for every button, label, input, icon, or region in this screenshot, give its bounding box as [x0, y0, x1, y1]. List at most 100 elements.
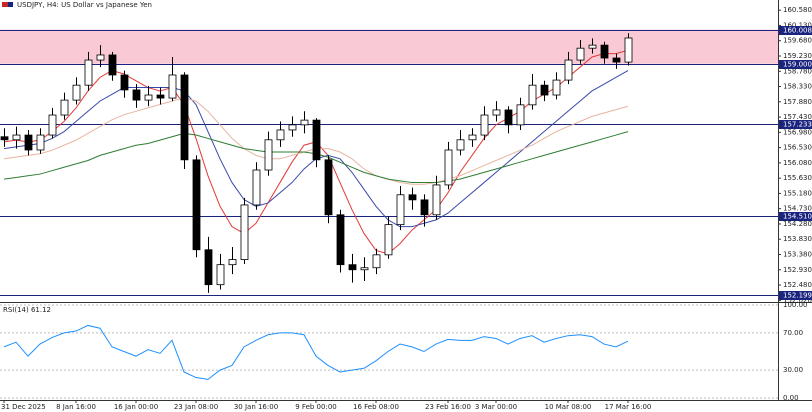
- candle-body: [12, 134, 21, 141]
- candle-body: [348, 264, 357, 271]
- y-tick-label: 160.130: [783, 21, 812, 29]
- rsi-title: RSI(14) 61.12: [3, 306, 51, 314]
- candle-body: [288, 124, 297, 131]
- y-tick-label: 154.280: [783, 220, 812, 228]
- candle-body: [360, 267, 369, 271]
- candle-body: [108, 54, 117, 76]
- candle-body: [72, 84, 81, 101]
- candle-body: [216, 264, 225, 286]
- candle-body: [492, 109, 501, 116]
- y-tick-label: 152.480: [783, 281, 812, 289]
- candle-body: [468, 134, 477, 141]
- y-tick-label: 158.330: [783, 83, 812, 91]
- y-tick-label: 30.00: [783, 366, 803, 374]
- y-tick-label: 155.630: [783, 174, 812, 182]
- candle-body: [336, 214, 345, 266]
- y-tick-label: 0.00: [783, 394, 799, 402]
- zone-layer: [0, 29, 778, 296]
- x-tick-label: 10 Mar 08:00: [545, 403, 592, 411]
- y-tick-label: 70.00: [783, 329, 803, 337]
- candle-body: [480, 114, 489, 136]
- y-tick-label: 156.980: [783, 128, 812, 136]
- candle-body: [192, 159, 201, 251]
- x-tick-label: 23 Jan 08:00: [174, 403, 218, 411]
- symbol-icon: [2, 2, 8, 7]
- level-label: 159.000: [783, 61, 812, 69]
- candle-body: [588, 44, 597, 49]
- x-tick-label: 17 Mar 16:00: [605, 403, 652, 411]
- y-tick-label: 152.020: [783, 297, 812, 305]
- candle-body: [312, 119, 321, 161]
- candle-body: [132, 89, 141, 101]
- x-tick-label: 31 Dec 2025: [1, 403, 46, 411]
- candle-body: [204, 249, 213, 286]
- level-box: [779, 120, 812, 129]
- level-box: [779, 291, 812, 300]
- candle-body: [324, 159, 333, 216]
- level-label: 152.199: [783, 292, 812, 300]
- y-tick-label: 153.380: [783, 250, 812, 258]
- level-box: [779, 26, 812, 35]
- candle-body: [60, 99, 69, 116]
- price-layer: [0, 33, 633, 293]
- level-label: 160.008: [783, 27, 812, 35]
- candle-body: [384, 224, 393, 256]
- x-tick-label: 16 Jan 00:00: [114, 403, 158, 411]
- candle-body: [252, 169, 261, 206]
- candle-body: [156, 94, 165, 99]
- y-tick-label: 155.180: [783, 189, 812, 197]
- x-tick-label: 8 Jan 16:00: [56, 403, 96, 411]
- y-tick-label: 159.230: [783, 52, 812, 60]
- rsi-layer: [0, 304, 778, 399]
- candle-body: [516, 104, 525, 126]
- candle-body: [456, 139, 465, 151]
- level-label: 154.510: [783, 213, 812, 221]
- candle-body: [240, 204, 249, 260]
- candle-body: [96, 54, 105, 61]
- candle-body: [540, 84, 549, 96]
- y-tick-label: 156.530: [783, 144, 812, 152]
- x-tick-label: 9 Feb 00:00: [295, 403, 336, 411]
- candle-body: [564, 59, 573, 81]
- candle-body: [444, 149, 453, 186]
- candle-body: [0, 136, 9, 141]
- rsi-line: [3, 324, 629, 380]
- candle-body: [180, 74, 189, 161]
- y-tick-label: 154.730: [783, 205, 812, 213]
- level-box: [779, 212, 812, 221]
- candle-body: [600, 44, 609, 59]
- candle-body: [84, 59, 93, 86]
- candle-body: [552, 79, 561, 96]
- y-tick-label: 159.680: [783, 37, 812, 45]
- candle-body: [264, 139, 273, 171]
- y-tick-label: 156.080: [783, 159, 812, 167]
- y-tick-label: 157.430: [783, 113, 812, 121]
- candle-body: [504, 109, 513, 126]
- symbol-icon: [8, 2, 13, 7]
- y-tick-label: 158.780: [783, 67, 812, 75]
- candle-body: [228, 259, 237, 266]
- candle-body: [24, 134, 33, 151]
- x-tick-label: 3 Mar 00:00: [475, 403, 517, 411]
- candle-body: [276, 129, 285, 141]
- candle-body: [576, 47, 585, 61]
- zone: [0, 29, 778, 64]
- y-tick-label: 160.580: [783, 6, 812, 14]
- candle-body: [612, 57, 621, 63]
- candle-body: [36, 134, 45, 151]
- candle-body: [624, 37, 633, 63]
- chart-title: USDJPY, H4: US Dollar vs Japanese Yen: [17, 1, 152, 9]
- candle-body: [48, 114, 57, 136]
- y-tick-label: 153.830: [783, 235, 812, 243]
- level-label: 157.233: [783, 121, 812, 129]
- x-tick-label: 23 Feb 16:00: [425, 403, 471, 411]
- y-tick-label: 100.00: [783, 301, 808, 309]
- candle-body: [168, 74, 177, 99]
- candle-body: [420, 199, 429, 216]
- y-tick-label: 157.880: [783, 98, 812, 106]
- x-tick-label: 30 Jan 16:00: [234, 403, 278, 411]
- candle-body: [144, 94, 153, 101]
